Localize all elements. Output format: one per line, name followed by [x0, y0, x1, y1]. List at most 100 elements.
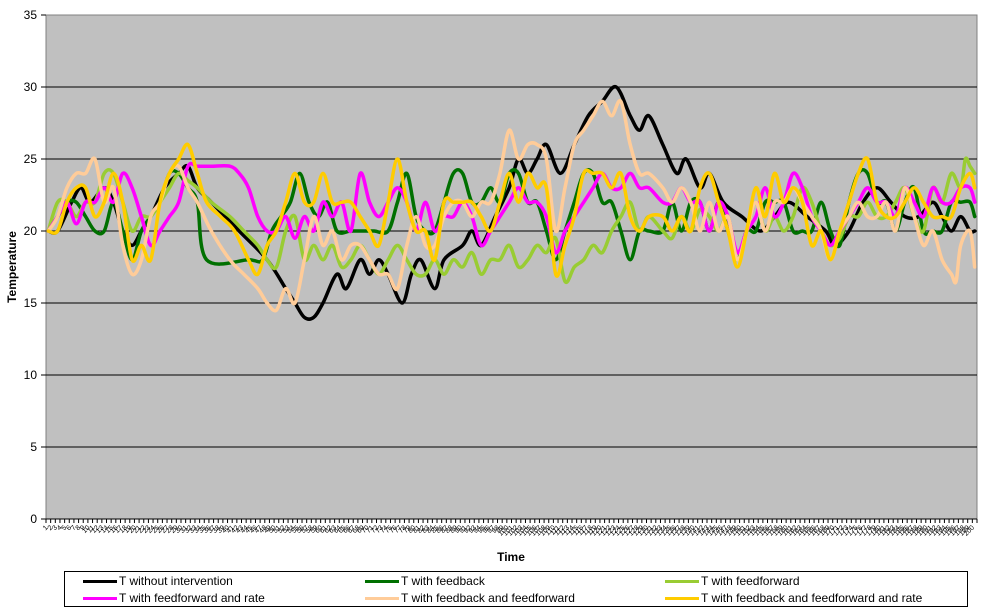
x-axis-title: Time: [497, 550, 525, 564]
x-tick-label: 98: [491, 524, 502, 535]
legend-item: T with feedback: [365, 572, 485, 590]
x-tick-label: 96: [482, 524, 493, 535]
y-tick-label: 0: [30, 512, 37, 526]
x-tick-label: 53: [281, 524, 292, 535]
series-lines: [46, 85, 977, 321]
x-tick-label: 89: [449, 524, 460, 535]
x-tick-label: 97: [486, 524, 497, 535]
x-tick-label: 5: [61, 524, 69, 532]
x-tick-label: 24: [146, 524, 157, 535]
x-tick-label: 73: [374, 524, 385, 535]
x-tick-label: 85: [430, 524, 441, 535]
x-axis: 1234567891011121314151617181920212223242…: [42, 518, 978, 538]
legend-label: T without intervention: [119, 574, 233, 588]
x-tick-label: 25: [151, 524, 162, 535]
y-tick-label: 30: [24, 80, 38, 94]
x-tick-label: 47: [253, 524, 264, 535]
x-tick-label: 87: [440, 524, 451, 535]
x-tick-label: 70: [360, 524, 371, 535]
x-tick-label: 75: [384, 524, 395, 535]
legend-item: T without intervention: [83, 572, 233, 590]
x-tick-label: 86: [435, 524, 446, 535]
x-tick-label: 82: [416, 524, 427, 535]
x-tick-label: 65: [337, 524, 348, 535]
x-tick-label: 9: [79, 524, 87, 532]
x-tick-label: 29: [170, 524, 181, 535]
x-tick-label: 80: [407, 524, 418, 535]
x-tick-label: 28: [165, 524, 176, 535]
x-tick-label: 15: [104, 524, 115, 535]
legend-swatch: [83, 579, 117, 583]
x-tick-label: 91: [458, 524, 469, 535]
x-tick-label: 51: [272, 524, 283, 535]
x-tick-label: 79: [402, 524, 413, 535]
x-tick-label: 33: [188, 524, 199, 535]
legend-label: T with feedforward: [701, 574, 800, 588]
x-tick-label: 71: [365, 524, 376, 535]
legend-swatch: [365, 596, 399, 600]
legend-swatch: [665, 596, 699, 600]
x-tick-label: 46: [249, 524, 260, 535]
x-tick-label: 3: [51, 524, 59, 532]
x-tick-label: 39: [216, 524, 227, 535]
x-tick-label: 94: [472, 524, 483, 535]
x-tick-label: 50: [267, 524, 278, 535]
x-tick-label: 13: [95, 524, 106, 535]
legend-label: T with feedback and feedforward and rate: [701, 591, 923, 605]
x-tick-label: 11: [86, 524, 96, 534]
x-tick-label: 23: [142, 524, 153, 535]
x-tick-label: 48: [258, 524, 269, 535]
legend-label: T with feedback: [401, 574, 485, 588]
legend-swatch: [365, 579, 399, 583]
x-tick-label: 57: [300, 524, 311, 535]
x-tick-label: 27: [160, 524, 171, 535]
x-tick-label: 84: [426, 524, 437, 535]
x-tick-label: 55: [291, 524, 302, 535]
x-tick-label: 44: [239, 524, 250, 535]
x-tick-label: 8: [75, 524, 83, 532]
x-tick-label: 78: [398, 524, 409, 535]
x-tick-label: 40: [221, 524, 232, 535]
x-tick-label: 72: [370, 524, 381, 535]
x-tick-label: 22: [137, 524, 148, 535]
y-axis-title: Temperature: [5, 231, 19, 303]
x-tick-label: 60: [314, 524, 325, 535]
x-tick-label: 66: [342, 524, 353, 535]
x-tick-label: 83: [421, 524, 432, 535]
x-tick-label: 77: [393, 524, 404, 535]
y-tick-label: 5: [30, 440, 37, 454]
x-tick-label: 90: [454, 524, 465, 535]
x-tick-label: 10: [81, 524, 92, 535]
y-tick-label: 15: [24, 296, 38, 310]
y-tick-label: 35: [24, 8, 38, 22]
legend-swatch: [665, 579, 699, 583]
x-tick-label: 1: [42, 524, 50, 532]
x-tick-label: 95: [477, 524, 488, 535]
legend-swatch: [83, 596, 117, 600]
x-tick-label: 17: [114, 524, 125, 535]
x-tick-label: 6: [65, 524, 73, 532]
legend-label: T with feedback and feedforward: [401, 591, 575, 605]
x-tick-label: 69: [356, 524, 367, 535]
x-tick-label: 52: [277, 524, 288, 535]
x-tick-label: 63: [328, 524, 339, 535]
legend-item: T with feedback and feedforward: [365, 589, 575, 607]
x-tick-label: 34: [193, 524, 204, 535]
x-tick-label: 16: [109, 524, 120, 535]
x-tick-label: 54: [286, 524, 297, 535]
legend-item: T with feedforward: [665, 572, 800, 590]
x-tick-label: 35: [198, 524, 209, 535]
x-tick-label: 74: [379, 524, 390, 535]
x-tick-label: 7: [70, 524, 78, 532]
x-tick-label: 93: [468, 524, 479, 535]
x-tick-label: 19: [123, 524, 134, 535]
y-axis: 0 5 10 15 20 25 30 35: [24, 8, 46, 526]
x-tick-label: 68: [351, 524, 362, 535]
x-tick-label: 99: [495, 524, 506, 535]
x-tick-label: 49: [263, 524, 274, 535]
series-line: [46, 161, 977, 255]
x-tick-label: 43: [235, 524, 246, 535]
x-tick-label: 81: [412, 524, 423, 535]
y-tick-label: 10: [24, 368, 38, 382]
